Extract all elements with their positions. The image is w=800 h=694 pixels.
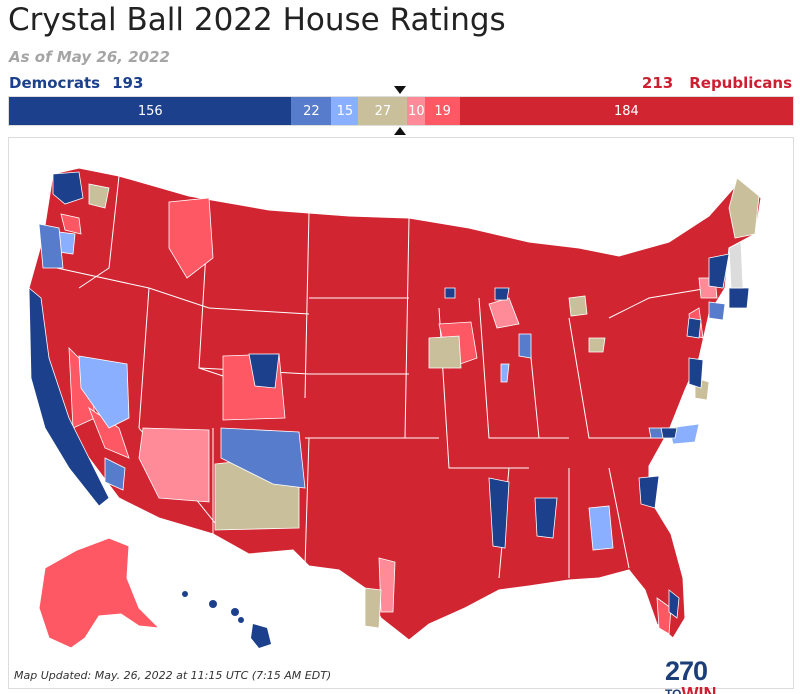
us-map[interactable] xyxy=(9,138,793,688)
democrats-total-label: Democrats 193 xyxy=(9,74,143,92)
lean-dem-districts xyxy=(58,231,700,551)
majority-marker-bottom-icon xyxy=(394,127,406,135)
likely-dem-districts xyxy=(38,223,726,491)
rating-segment-safe-dem[interactable]: 156 xyxy=(9,97,292,125)
logo-win: WIN xyxy=(681,684,717,694)
no-rating-district xyxy=(728,241,744,289)
page-title: Crystal Ball 2022 House Ratings xyxy=(8,2,506,38)
alaska xyxy=(38,537,161,649)
majority-marker-top-icon xyxy=(394,86,406,94)
republicans-total-label: 213 Republicans xyxy=(642,74,792,92)
house-ratings-map[interactable]: 270 TOWIN xyxy=(8,137,794,694)
republicans-total: 213 xyxy=(641,74,674,92)
map-updated-timestamp: Map Updated: May. 26, 2022 at 11:15 UTC … xyxy=(14,669,332,682)
as-of-date: As of May 26, 2022 xyxy=(9,48,170,66)
republicans-label: Republicans xyxy=(689,74,792,92)
lean-rep-districts xyxy=(138,277,718,613)
safe-dem-districts xyxy=(28,171,750,619)
rating-segment-lean-rep[interactable]: 10 xyxy=(407,97,426,125)
rating-segment-likely-dem[interactable]: 22 xyxy=(291,97,332,125)
rating-segment-safe-rep[interactable]: 184 xyxy=(459,97,793,125)
logo-number: 270 xyxy=(665,656,708,686)
rating-segment-likely-rep[interactable]: 19 xyxy=(425,97,460,125)
ratings-bar: 156 22 15 27 10 19 184 xyxy=(8,96,794,126)
rating-segment-toss-up[interactable]: 27 xyxy=(358,97,408,125)
continental-us xyxy=(28,167,762,641)
logo-to: TO xyxy=(665,687,682,694)
rating-segment-lean-dem[interactable]: 15 xyxy=(331,97,359,125)
democrats-total: 193 xyxy=(112,74,144,92)
270towin-logo: 270 TOWIN xyxy=(665,658,725,694)
democrats-label: Democrats xyxy=(9,74,101,92)
hawaii xyxy=(182,591,271,648)
